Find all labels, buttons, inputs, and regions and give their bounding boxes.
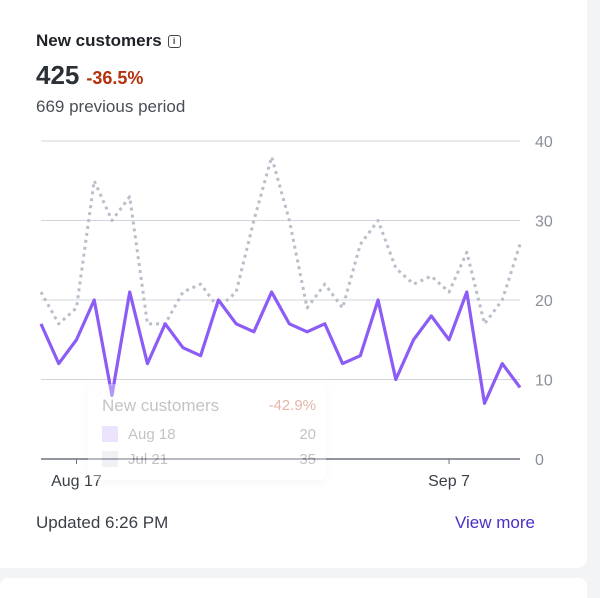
tooltip-row: Jul 21 35	[102, 451, 316, 468]
previous-swatch	[102, 451, 118, 467]
y-tick-label: 40	[535, 134, 553, 151]
tooltip-row-label: Jul 21	[128, 451, 168, 468]
tooltip-row-value: 20	[299, 426, 316, 443]
view-more-link[interactable]: View more	[455, 513, 535, 533]
tooltip-row-label: Aug 18	[128, 426, 176, 443]
y-tick-label: 0	[535, 452, 544, 469]
tooltip-row-value: 35	[299, 451, 316, 468]
tooltip-delta: -42.9%	[268, 397, 316, 414]
y-tick-label: 10	[535, 373, 553, 390]
current-swatch	[102, 426, 118, 442]
chart-tooltip: New customers -42.9% Aug 18 20 Jul 21 35	[88, 384, 326, 480]
updated-time: Updated 6:26 PM	[36, 513, 168, 533]
tooltip-title: New customers	[102, 396, 219, 416]
tooltip-row: Aug 18 20	[102, 426, 316, 443]
y-tick-label: 30	[535, 214, 553, 231]
x-tick-label: Sep 7	[428, 473, 470, 490]
y-tick-label: 20	[535, 293, 553, 310]
previous-period-line	[41, 157, 520, 324]
